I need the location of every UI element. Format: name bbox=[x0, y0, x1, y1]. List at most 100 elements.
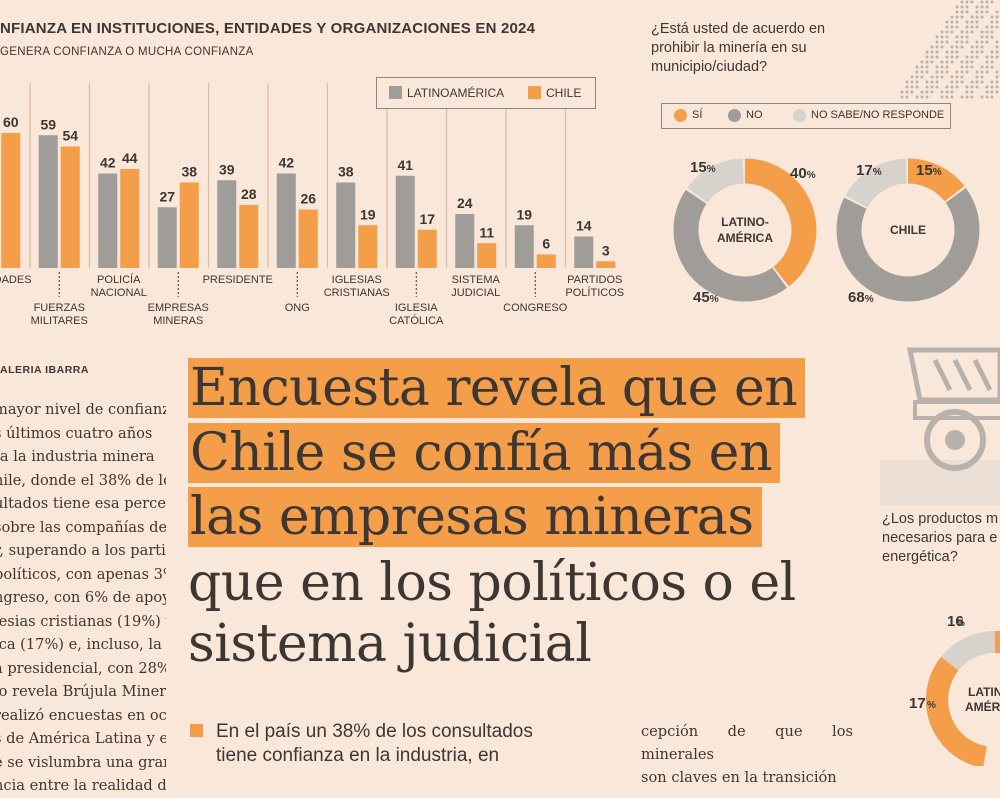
bar-chile bbox=[120, 169, 140, 268]
map-dot bbox=[940, 40, 944, 44]
map-dot bbox=[965, 90, 969, 94]
map-dot bbox=[970, 20, 974, 24]
pct-sign: % bbox=[707, 164, 716, 175]
map-dot bbox=[975, 50, 979, 54]
map-dot bbox=[995, 15, 999, 19]
map-dot bbox=[940, 75, 944, 79]
bar-latam bbox=[574, 236, 594, 268]
map-dot bbox=[975, 10, 979, 14]
bar-latam bbox=[157, 207, 177, 268]
map-dot bbox=[985, 55, 989, 59]
legend-label-chile: CHILE bbox=[546, 86, 582, 100]
map-dot bbox=[975, 40, 979, 44]
mining-truck-icon bbox=[880, 347, 1000, 505]
map-dot bbox=[955, 45, 959, 49]
map-dot bbox=[965, 55, 969, 59]
map-dot bbox=[995, 55, 999, 59]
map-dot bbox=[930, 45, 934, 49]
map-dot bbox=[940, 60, 944, 64]
poll-question-line: ¿Está usted de acuerdo en bbox=[651, 21, 826, 37]
map-dot bbox=[990, 0, 994, 4]
map-dot bbox=[970, 45, 974, 49]
map-dot bbox=[925, 95, 929, 99]
poll-question-line: prohibir la minería en su bbox=[651, 40, 807, 56]
map-dot bbox=[945, 90, 949, 94]
donut-pct-no: 68% bbox=[848, 289, 874, 306]
map-dot bbox=[980, 80, 984, 84]
bar-chile bbox=[477, 243, 497, 268]
map-dot bbox=[965, 5, 969, 9]
map-dot bbox=[980, 45, 984, 49]
map-dot bbox=[960, 30, 964, 34]
legend-dot-no bbox=[728, 109, 741, 122]
bar-chile bbox=[1, 133, 21, 268]
map-dot bbox=[930, 75, 934, 79]
map-dot bbox=[950, 30, 954, 34]
map-dot bbox=[955, 80, 959, 84]
map-dot bbox=[980, 15, 984, 19]
map-dot bbox=[940, 45, 944, 49]
category-label: IGLESIA bbox=[395, 302, 438, 314]
map-dot bbox=[955, 15, 959, 19]
map-dot bbox=[975, 85, 979, 89]
map-dot bbox=[955, 75, 959, 79]
map-dot bbox=[950, 25, 954, 29]
bar-value-label: 59 bbox=[40, 116, 56, 132]
map-dot bbox=[980, 5, 984, 9]
map-dot bbox=[950, 60, 954, 64]
map-dot bbox=[920, 75, 924, 79]
map-dot bbox=[950, 75, 954, 79]
map-dot bbox=[990, 30, 994, 34]
article-body-line: lesias cristianas (19%) y bbox=[0, 612, 166, 630]
bar-chile bbox=[358, 225, 378, 268]
second-donut: 16 % 17 % LATIN AMÉR bbox=[909, 613, 1000, 766]
map-dot bbox=[910, 85, 914, 89]
lead-paragraph: En el país un 38% de los consultados tie… bbox=[216, 720, 616, 768]
map-dot bbox=[925, 50, 929, 54]
map-dot bbox=[915, 65, 919, 69]
map-dot bbox=[965, 25, 969, 29]
map-dot bbox=[940, 95, 944, 99]
map-dot bbox=[935, 45, 939, 49]
map-dot bbox=[945, 50, 949, 54]
map-dot bbox=[965, 0, 969, 4]
map-dot bbox=[955, 85, 959, 89]
map-dot bbox=[980, 30, 984, 34]
map-dot bbox=[985, 65, 989, 69]
bar-value-label: 39 bbox=[219, 161, 235, 177]
legend-label-yes: SÍ bbox=[692, 109, 703, 121]
legend-dot-yes bbox=[674, 109, 687, 122]
map-dot bbox=[915, 80, 919, 84]
map-dot bbox=[920, 70, 924, 74]
chart-title: NFIANZA EN INSTITUCIONES, ENTIDADES Y OR… bbox=[0, 20, 536, 37]
map-dot bbox=[965, 10, 969, 14]
map-dot bbox=[970, 90, 974, 94]
map-dot bbox=[960, 10, 964, 14]
map-dot bbox=[925, 65, 929, 69]
bar-latam bbox=[276, 173, 296, 268]
map-dot bbox=[985, 0, 989, 4]
article-body-line: ica (17%) e, incluso, la bbox=[0, 636, 162, 653]
map-dot bbox=[970, 30, 974, 34]
bar-value-label: 19 bbox=[360, 206, 376, 222]
map-dot bbox=[930, 60, 934, 64]
map-dot bbox=[995, 75, 999, 79]
map-dot bbox=[945, 55, 949, 59]
legend-dot-ns bbox=[793, 109, 806, 122]
map-dot bbox=[975, 5, 979, 9]
legend-label-ns: NO SABE/NO RESPONDE bbox=[811, 109, 945, 121]
map-dot bbox=[975, 15, 979, 19]
lead-bullet-icon bbox=[190, 724, 203, 737]
map-dot bbox=[905, 80, 909, 84]
map-dot bbox=[955, 10, 959, 14]
map-dot bbox=[955, 70, 959, 74]
pct-sign: % bbox=[927, 700, 936, 711]
category-label: CONGRESO bbox=[503, 302, 568, 314]
map-dot bbox=[985, 95, 989, 99]
map-dot bbox=[905, 95, 909, 99]
map-dot bbox=[940, 30, 944, 34]
map-dot bbox=[980, 75, 984, 79]
map-dot bbox=[955, 35, 959, 39]
map-dot bbox=[960, 95, 964, 99]
